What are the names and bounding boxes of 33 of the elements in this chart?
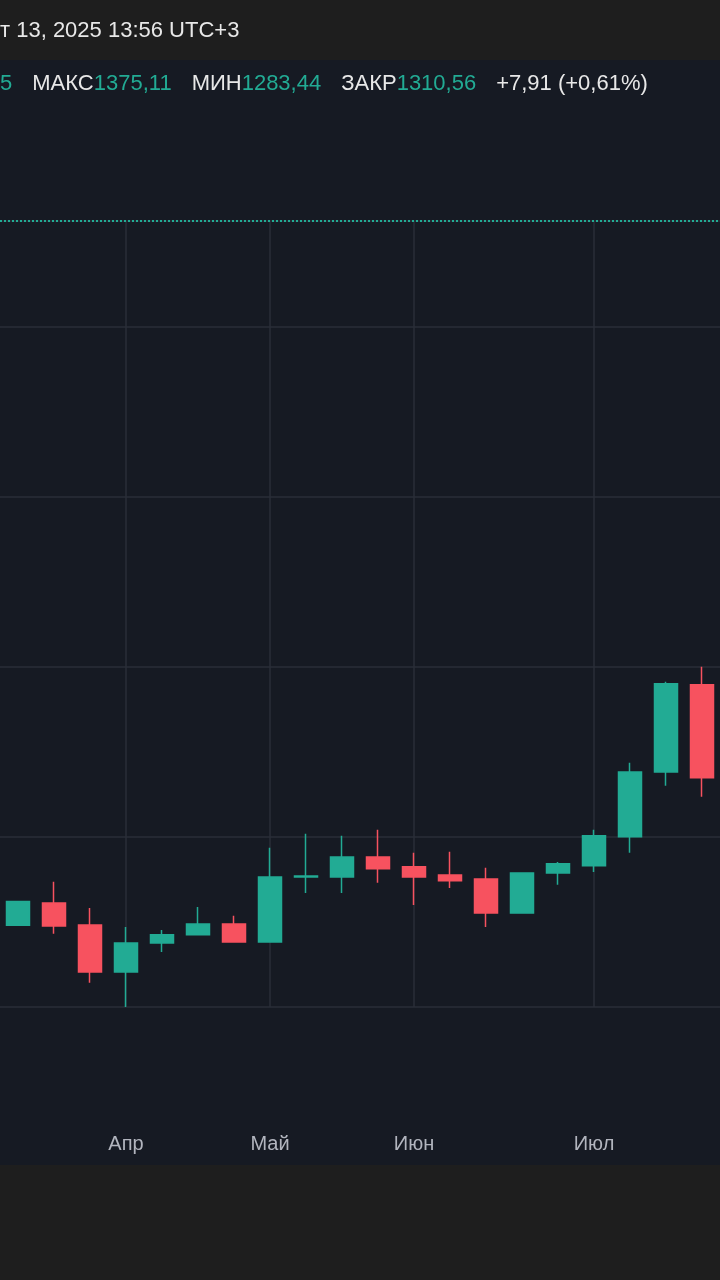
candlestick (473, 867, 499, 928)
x-tick-label: Май (250, 1132, 290, 1154)
text: МИН (191, 70, 242, 95)
candlestick (149, 929, 175, 953)
candlestick (689, 665, 715, 798)
candlestick (437, 851, 463, 889)
candlestick (365, 828, 391, 884)
candlestick (401, 852, 427, 906)
text: 5 (0, 70, 13, 95)
text: 1310,56 (396, 70, 477, 95)
candlestick (617, 761, 643, 854)
candlestick (77, 907, 103, 984)
chart-title: т 13, 2025 13:56 UTC+3 (0, 0, 720, 60)
candlestick (221, 915, 247, 943)
text: 1283,44 (241, 70, 322, 95)
candlestick (329, 835, 355, 894)
text: +7,91 (+0,61%) (496, 70, 648, 95)
candlestick (545, 861, 571, 886)
candlestick (509, 872, 535, 914)
candlestick (5, 900, 31, 927)
candlestick (185, 906, 211, 936)
x-tick-label: Июн (393, 1132, 435, 1154)
text: 1375,11 (93, 70, 172, 95)
candlestick (293, 833, 319, 894)
x-tick-label: Июл (573, 1132, 615, 1154)
text: ЗАКР (341, 70, 397, 95)
candlestick (257, 847, 283, 943)
candlestick (653, 680, 679, 787)
x-tick-label: Апр (108, 1132, 144, 1154)
text: МАКС (32, 70, 94, 95)
candlestick (113, 926, 139, 1008)
candlestick (41, 881, 67, 935)
candlestick (581, 828, 607, 873)
